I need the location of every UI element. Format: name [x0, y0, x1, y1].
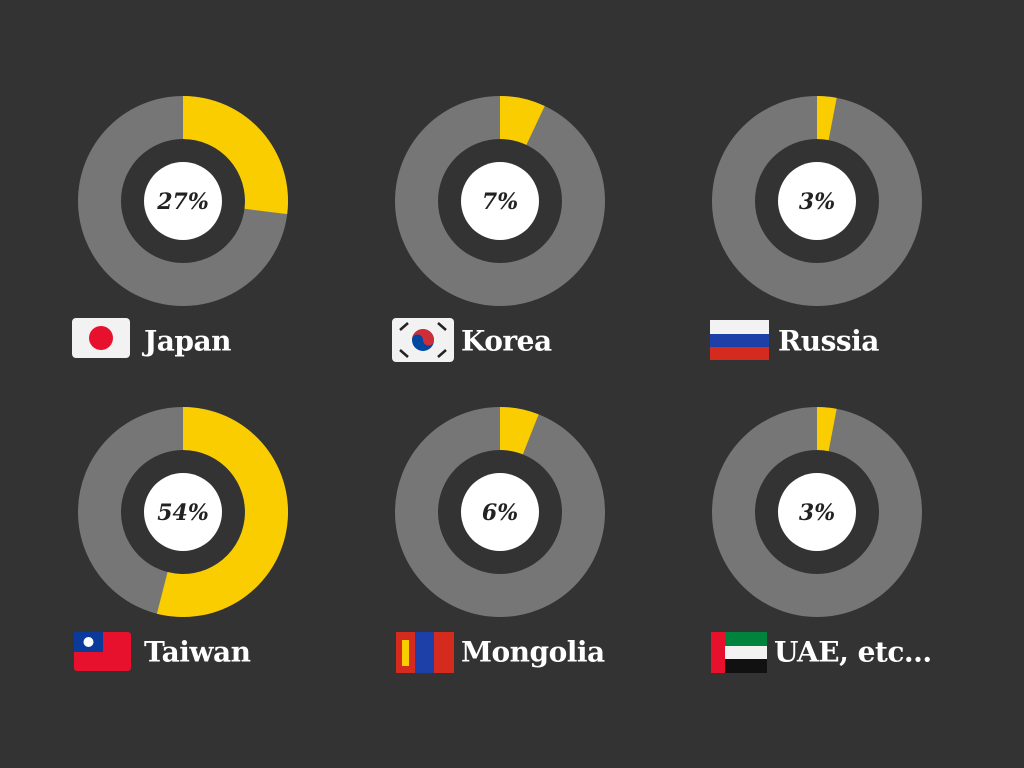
flag-uae: [711, 632, 767, 673]
donut-segment: [817, 96, 837, 141]
percent-label: 27%: [156, 189, 209, 215]
donut-segment: [183, 96, 288, 215]
flag-mongolia: [396, 632, 454, 673]
country-label: Japan: [141, 325, 231, 358]
country-label: UAE, etc...: [774, 636, 932, 669]
percent-label: 7%: [482, 189, 518, 215]
donut-segment: [156, 407, 288, 617]
donut-segment: [817, 407, 837, 452]
donut-segment: [500, 96, 545, 145]
flag-japan: [72, 318, 130, 358]
center-disc: [778, 473, 856, 551]
percent-label: 6%: [482, 500, 518, 526]
donut-segment: [500, 407, 539, 455]
flag-russia: [710, 320, 769, 360]
center-disc: [461, 473, 539, 551]
country-label: Korea: [461, 325, 552, 358]
center-disc: [778, 162, 856, 240]
center-disc: [461, 162, 539, 240]
center-disc: [144, 162, 222, 240]
flag-taiwan: [74, 632, 131, 671]
flag-korea: [392, 318, 454, 362]
country-label: Mongolia: [461, 636, 605, 669]
country-label: Taiwan: [144, 636, 251, 669]
percent-label: 3%: [799, 189, 835, 215]
center-disc: [144, 473, 222, 551]
country-label: Russia: [778, 325, 879, 358]
percent-label: 3%: [799, 500, 835, 526]
percent-label: 54%: [157, 500, 209, 526]
